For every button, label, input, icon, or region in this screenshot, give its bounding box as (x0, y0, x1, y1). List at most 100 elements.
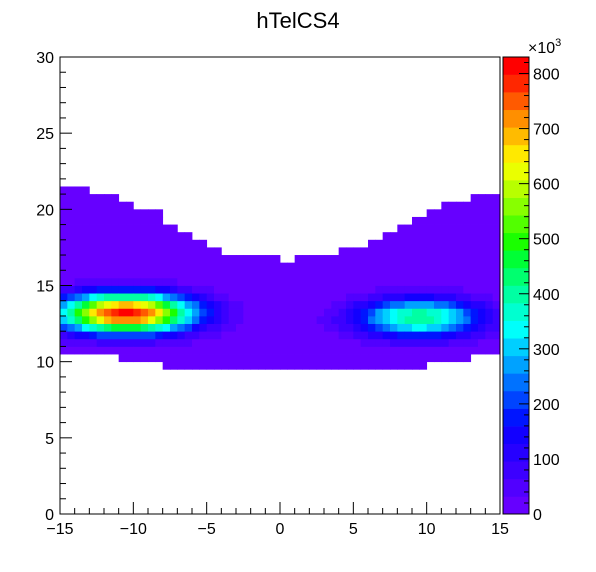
heatmap-bin (478, 277, 486, 286)
heatmap-bin (67, 247, 76, 256)
heatmap-bin (346, 354, 354, 363)
heatmap-bin (111, 247, 120, 256)
heatmap-bin (419, 308, 428, 317)
heatmap-bin (96, 209, 105, 218)
heatmap-bin (294, 315, 303, 324)
heatmap-bin (382, 239, 391, 248)
heatmap-bin (67, 300, 76, 309)
heatmap-bin (441, 346, 450, 355)
heatmap-bin (456, 300, 464, 309)
heatmap-bin (133, 300, 142, 309)
heatmap-bin (302, 361, 310, 370)
heatmap-bin (162, 331, 171, 340)
heatmap-bin (89, 338, 98, 347)
heatmap-bin (280, 346, 288, 355)
heatmap-bin (170, 224, 178, 233)
heatmap-bin (214, 323, 222, 332)
heatmap-bin (228, 338, 237, 347)
heatmap-bin (272, 285, 281, 294)
heatmap-bin (478, 285, 486, 294)
heatmap-bin (111, 216, 120, 225)
heatmap-bin (492, 300, 501, 309)
heatmap-bin (199, 331, 208, 340)
heatmap-bin (184, 262, 193, 271)
heatmap-bin (199, 285, 208, 294)
heatmap-bin (434, 293, 442, 302)
heatmap-bin (426, 277, 435, 286)
heatmap-bin (280, 323, 288, 332)
heatmap-bin (470, 194, 479, 203)
heatmap-bin (96, 285, 105, 294)
heatmap-bin (214, 277, 222, 286)
heatmap-bin (104, 239, 112, 248)
heatmap-bin (221, 300, 230, 309)
heatmap-bin (485, 232, 494, 241)
heatmap-bin (104, 262, 112, 271)
heatmap-bin (426, 216, 435, 225)
heatmap-bin (96, 247, 105, 256)
heatmap-bin (426, 285, 435, 294)
heatmap-bin (456, 323, 464, 332)
palette-swatch (503, 320, 529, 339)
heatmap-bin (243, 262, 252, 271)
heatmap-bin (118, 300, 127, 309)
heatmap-bin (177, 331, 186, 340)
heatmap-bin (199, 346, 208, 355)
heatmap-bin (470, 262, 479, 271)
heatmap-bin (89, 323, 98, 332)
heatmap-bin (265, 323, 274, 332)
heatmap-bin (346, 346, 354, 355)
heatmap-bin (243, 270, 252, 279)
heatmap-bin (236, 338, 244, 347)
heatmap-bin (272, 315, 281, 324)
heatmap-bin (96, 346, 105, 355)
heatmap-bin (338, 277, 347, 286)
heatmap-bin (309, 285, 318, 294)
y-tick-label: 15 (36, 279, 54, 296)
heatmap-bin (250, 293, 259, 302)
heatmap-bin (243, 308, 252, 317)
heatmap-bin (287, 293, 296, 302)
heatmap-bin (426, 293, 435, 302)
heatmap-bin (243, 300, 252, 309)
heatmap-bin (441, 270, 450, 279)
heatmap-bin (104, 209, 112, 218)
heatmap-bin (302, 338, 310, 347)
heatmap-bin (346, 308, 354, 317)
heatmap-bin (140, 300, 149, 309)
heatmap-bin (272, 277, 281, 286)
palette-swatch (503, 162, 529, 181)
heatmap-bin (243, 315, 252, 324)
heatmap-bin (280, 361, 288, 370)
heatmap-bin (412, 239, 420, 248)
palette-swatch (503, 127, 529, 146)
palette-swatch (503, 180, 529, 198)
heatmap-bin (236, 262, 244, 271)
heatmap-bin (441, 315, 450, 324)
heatmap-bin (338, 247, 347, 256)
heatmap-bin (74, 308, 83, 317)
heatmap-bin (206, 331, 215, 340)
heatmap-bin (272, 270, 281, 279)
palette-swatch (503, 197, 529, 216)
heatmap-bin (265, 255, 274, 264)
heatmap-bin (199, 361, 208, 370)
heatmap-bin (412, 338, 420, 347)
heatmap-bin (426, 338, 435, 347)
heatmap-bin (192, 247, 200, 256)
heatmap-bin (236, 354, 244, 363)
heatmap-bin (126, 224, 134, 233)
heatmap-bin (463, 323, 472, 332)
heatmap-bin (331, 300, 340, 309)
heatmap-bin (228, 331, 237, 340)
heatmap-bin (67, 308, 76, 317)
heatmap-bin (324, 346, 332, 355)
heatmap-bin (118, 315, 127, 324)
heatmap-bin (426, 262, 435, 271)
heatmap-bin (184, 308, 193, 317)
heatmap-bin (412, 331, 420, 340)
heatmap-bin (441, 216, 450, 225)
heatmap-bin (184, 338, 193, 347)
heatmap-bin (177, 338, 186, 347)
heatmap-bin (177, 270, 186, 279)
